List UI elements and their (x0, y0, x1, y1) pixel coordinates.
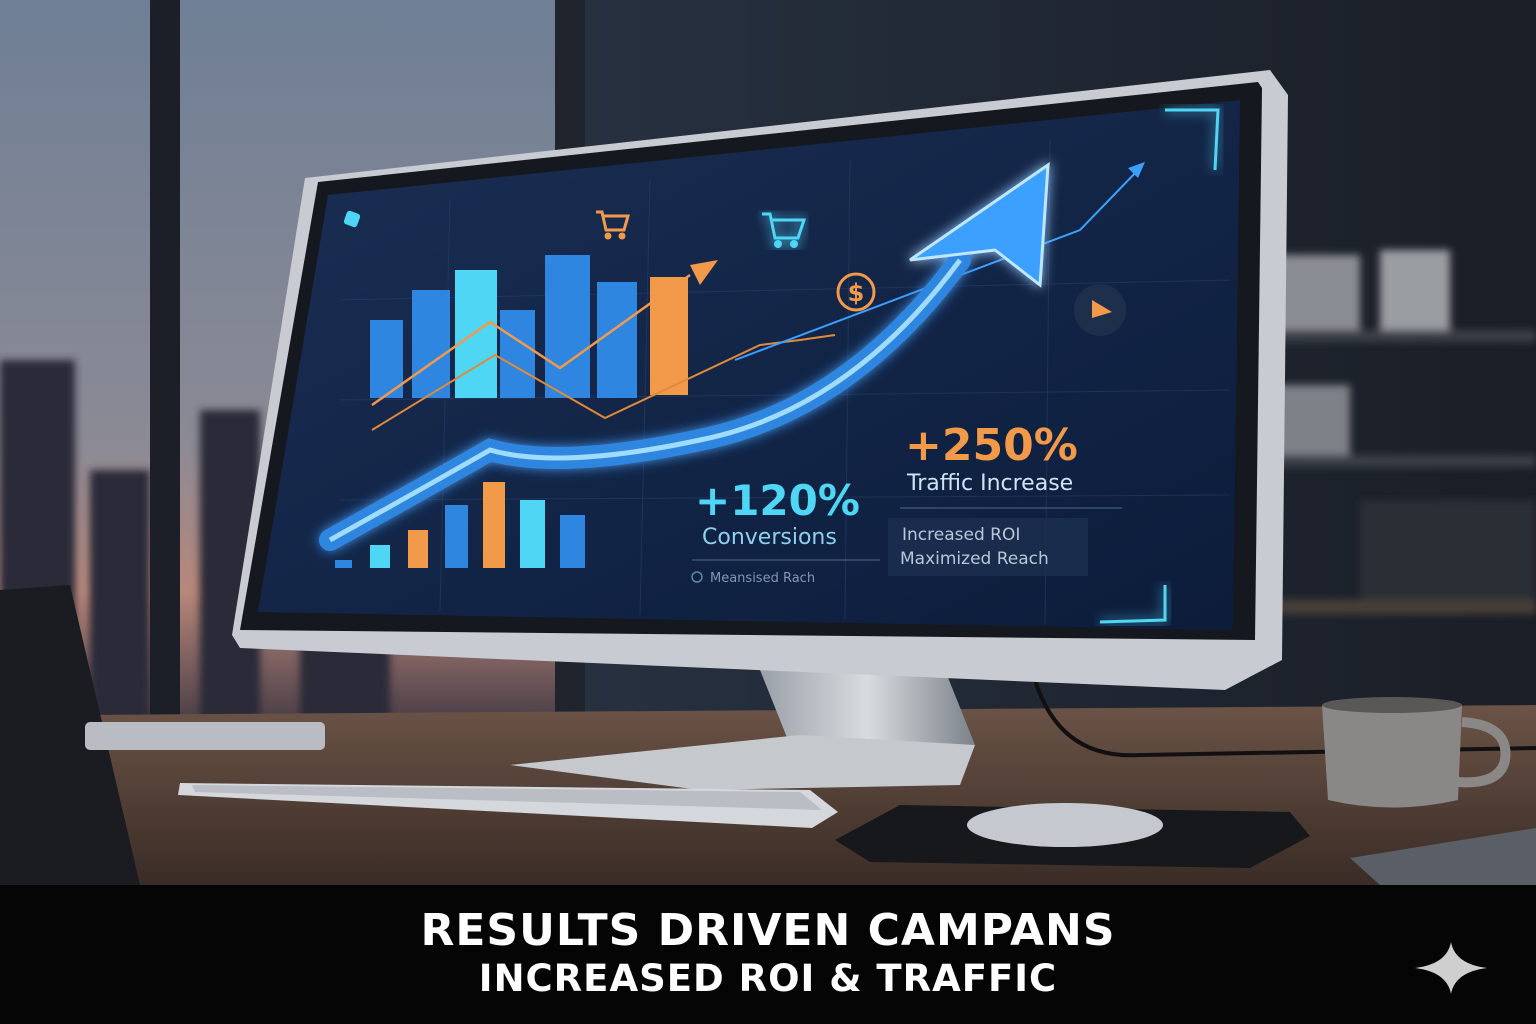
caption-bar: RESULTS DRIVEN CAMPANS INCREASED ROI & T… (0, 885, 1536, 1024)
caption-title: RESULTS DRIVEN CAMPANS (420, 905, 1116, 956)
stat-traffic-value: +250% (905, 420, 1078, 471)
desk-scene: $ (0, 0, 1536, 885)
caption-subtitle: INCREASED ROI & TRAFFIC (478, 957, 1058, 1000)
note-reach: Maximized Reach (900, 549, 1049, 569)
monitor-stand (760, 670, 975, 745)
stat-conversions-value: +120% (695, 476, 860, 525)
footer-note: Meansised Rach (710, 571, 815, 586)
cart-icon (596, 210, 630, 240)
screen-dashboard: $ (319, 108, 1231, 626)
coffee-mug (1322, 697, 1511, 808)
diamond-icon (343, 210, 361, 228)
growth-arrow-icon (319, 162, 1050, 551)
note-roi: Increased ROI (902, 525, 1020, 545)
mouse (967, 803, 1163, 847)
monitor-base (510, 735, 975, 790)
svg-text:$: $ (848, 279, 865, 307)
bar-chart-bottom (335, 482, 585, 568)
cart-icon (762, 212, 807, 248)
notebook (1350, 828, 1536, 885)
trend-arrow-icon (690, 260, 718, 285)
chair (0, 585, 140, 885)
stat-traffic-label: Traffic Increase (906, 471, 1073, 496)
stat-conversions-label: Conversions (702, 525, 837, 550)
sparkle-icon (1415, 942, 1487, 994)
dollar-icon: $ (836, 272, 876, 312)
bar-chart-top (370, 162, 1145, 431)
play-icon (1074, 284, 1126, 336)
tablet (85, 722, 325, 750)
